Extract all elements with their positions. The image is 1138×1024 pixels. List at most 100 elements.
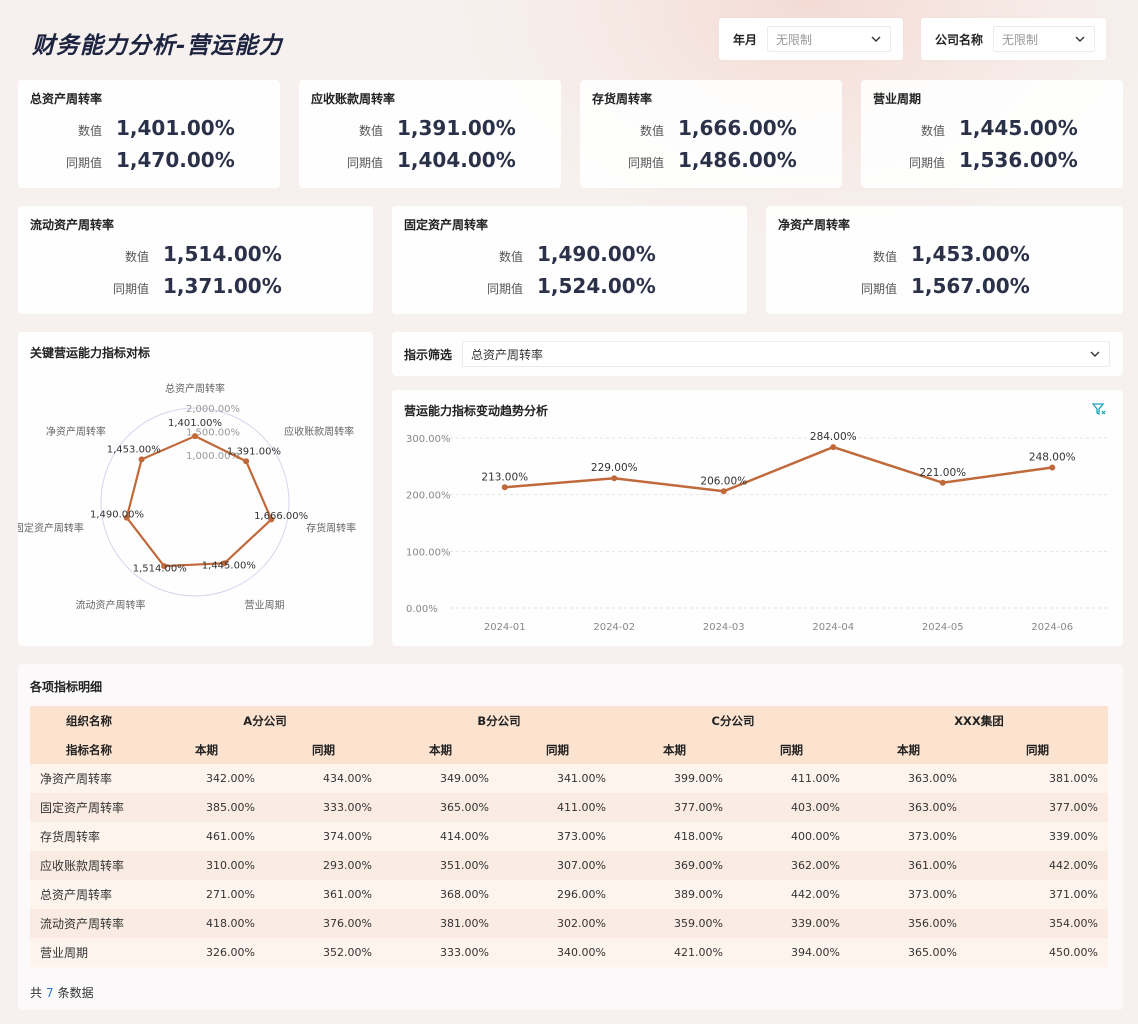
- filter-company: 公司名称 无限制: [921, 18, 1106, 60]
- table-cell: 394.00%: [733, 938, 850, 967]
- radar-card: 关键营运能力指标对标 1,000.00% 1,500.00% 2,000.00% 总资…: [18, 332, 373, 646]
- company-select[interactable]: 无限制: [993, 26, 1096, 52]
- radar-point: [161, 563, 168, 570]
- kpi-prior-label: 同期值: [627, 156, 664, 170]
- kpi-value: 1,391.00%: [397, 116, 516, 140]
- table-cell: 271.00%: [148, 880, 265, 909]
- table-cell: 411.00%: [499, 793, 616, 822]
- trend-point-label: 221.00%: [919, 467, 966, 479]
- indicator-select-value: 总资产周转率: [471, 347, 544, 362]
- kpi-prior-value: 1,404.00%: [397, 148, 516, 172]
- table-cell: 363.00%: [850, 764, 967, 793]
- radar-scale-label: 1,000.00%: [186, 451, 240, 462]
- radar-axis-label: 流动资产周转率: [76, 599, 146, 612]
- table-cell: 369.00%: [616, 851, 733, 880]
- radar-point-label: 1,445.00%: [202, 560, 256, 571]
- radar-scale-label: 2,000.00%: [186, 404, 240, 415]
- kpi-card-receivables-turnover: 应收账款周转率 数值 1,391.00% 同期值 1,404.00%: [299, 80, 561, 188]
- filter-icon[interactable]: [1092, 402, 1106, 416]
- kpi-title: 存货周转率: [592, 92, 653, 106]
- radar-point-label: 1,391.00%: [227, 446, 281, 457]
- table-header-org-row: 组织名称 A分公司 B分公司 C分公司 XXX集团: [30, 706, 1108, 735]
- radar-point-label: 1,490.00%: [90, 509, 144, 520]
- table-cell: 385.00%: [148, 793, 265, 822]
- radar-point: [268, 516, 275, 523]
- row-metric-name: 总资产周转率: [30, 880, 148, 909]
- radar-point-label: 1,514.00%: [133, 563, 187, 574]
- year-month-select-value: 无限制: [776, 32, 813, 47]
- x-tick-label: 2024-06: [1031, 622, 1073, 633]
- kpi-title: 营业周期: [873, 92, 922, 106]
- trend-point-label: 284.00%: [810, 431, 857, 443]
- current-col-header: 本期: [148, 735, 265, 764]
- year-month-select[interactable]: 无限制: [767, 26, 892, 52]
- table-cell: 302.00%: [499, 909, 616, 938]
- record-count: 共 7 条数据: [30, 984, 94, 1001]
- kpi-prior-label: 同期值: [346, 156, 383, 170]
- table-cell: 414.00%: [382, 822, 499, 851]
- table-row: 营业周期 326.00% 352.00% 333.00% 340.00% 421.00% 3…: [30, 938, 1108, 967]
- radar-axis-label: 应收账款周转率: [284, 425, 354, 438]
- radar-scale-label: 1,500.00%: [186, 428, 240, 439]
- filter-year-month-label: 年月: [733, 32, 758, 47]
- table-cell: 411.00%: [733, 764, 850, 793]
- trend-point-label: 229.00%: [591, 462, 638, 474]
- table-row: 净资产周转率 342.00% 434.00% 349.00% 341.00% 399.00…: [30, 764, 1108, 793]
- table-header-metric-row: 指标名称 本期 同期 本期 同期 本期 同期 本期 同期: [30, 735, 1108, 764]
- table-cell: 403.00%: [733, 793, 850, 822]
- table-cell: 361.00%: [265, 880, 382, 909]
- indicator-select[interactable]: 总资产周转率: [462, 341, 1110, 367]
- detail-table: 组织名称 A分公司 B分公司 C分公司 XXX集团 指标名称 本期 同期 本期 …: [30, 706, 1108, 967]
- table-cell: 450.00%: [967, 938, 1108, 967]
- prior-col-header: 同期: [499, 735, 616, 764]
- y-tick-label: 0.00%: [406, 604, 438, 615]
- radar-axis-label: 净资产周转率: [46, 425, 106, 438]
- radar-chart: 1,000.00% 1,500.00% 2,000.00% 总资产周转率应收账款周转率…: [18, 382, 356, 612]
- record-count-suffix: 条数据: [57, 986, 94, 1000]
- trend-point: [830, 444, 837, 451]
- current-col-header: 本期: [382, 735, 499, 764]
- kpi-value-label: 数值: [872, 250, 897, 264]
- filter-company-label: 公司名称: [935, 32, 984, 47]
- table-row: 固定资产周转率 385.00% 333.00% 365.00% 411.00% 377.0…: [30, 793, 1108, 822]
- kpi-title: 应收账款周转率: [311, 92, 396, 106]
- table-cell: 365.00%: [850, 938, 967, 967]
- radar-point-label: 1,401.00%: [168, 418, 222, 429]
- table-cell: 333.00%: [265, 793, 382, 822]
- x-tick-label: 2024-05: [922, 622, 964, 633]
- table-cell: 333.00%: [382, 938, 499, 967]
- org-header: 组织名称: [30, 706, 148, 735]
- org-col-header: A分公司: [148, 706, 382, 735]
- table-cell: 376.00%: [265, 909, 382, 938]
- row-metric-name: 存货周转率: [30, 822, 148, 851]
- trend-point: [501, 484, 508, 491]
- table-cell: 368.00%: [382, 880, 499, 909]
- kpi-value-label: 数值: [498, 250, 523, 264]
- kpi-card-net-asset-turnover: 净资产周转率 数值 1,453.00% 同期值 1,567.00%: [766, 206, 1123, 314]
- kpi-value-label: 数值: [639, 124, 664, 138]
- table-cell: 377.00%: [616, 793, 733, 822]
- trend-line-chart: 0.00% 100.00% 200.00% 300.00% 2024-01 2024-02…: [406, 431, 1107, 633]
- trend-series-line: [504, 445, 1053, 493]
- trend-point: [1049, 464, 1056, 471]
- detail-table-card: 各项指标明细 组织名称 A分公司 B分公司 C分公司 XXX集团 指标名称 本期…: [18, 664, 1123, 1010]
- radar-outer-ring: [100, 407, 290, 597]
- radar-point: [138, 456, 145, 463]
- indicator-filter-label: 指示筛选: [404, 348, 453, 362]
- kpi-card-current-asset-turnover: 流动资产周转率 数值 1,514.00% 同期值 1,371.00%: [18, 206, 373, 314]
- kpi-value-label: 数值: [124, 250, 149, 264]
- table-cell: 307.00%: [499, 851, 616, 880]
- table-row: 应收账款周转率 310.00% 293.00% 351.00% 307.00% 369.0…: [30, 851, 1108, 880]
- table-cell: 356.00%: [850, 909, 967, 938]
- table-cell: 339.00%: [967, 822, 1108, 851]
- x-tick-label: 2024-04: [812, 622, 854, 633]
- kpi-value: 1,666.00%: [678, 116, 797, 140]
- table-cell: 339.00%: [733, 909, 850, 938]
- row-metric-name: 流动资产周转率: [30, 909, 148, 938]
- kpi-card-total-asset-turnover: 总资产周转率 数值 1,401.00% 同期值 1,470.00%: [18, 80, 280, 188]
- x-tick-label: 2024-03: [703, 622, 745, 633]
- table-cell: 365.00%: [382, 793, 499, 822]
- kpi-prior-label: 同期值: [860, 282, 897, 296]
- radar-axis-label: 固定资产周转率: [18, 521, 84, 534]
- trend-point: [611, 475, 618, 482]
